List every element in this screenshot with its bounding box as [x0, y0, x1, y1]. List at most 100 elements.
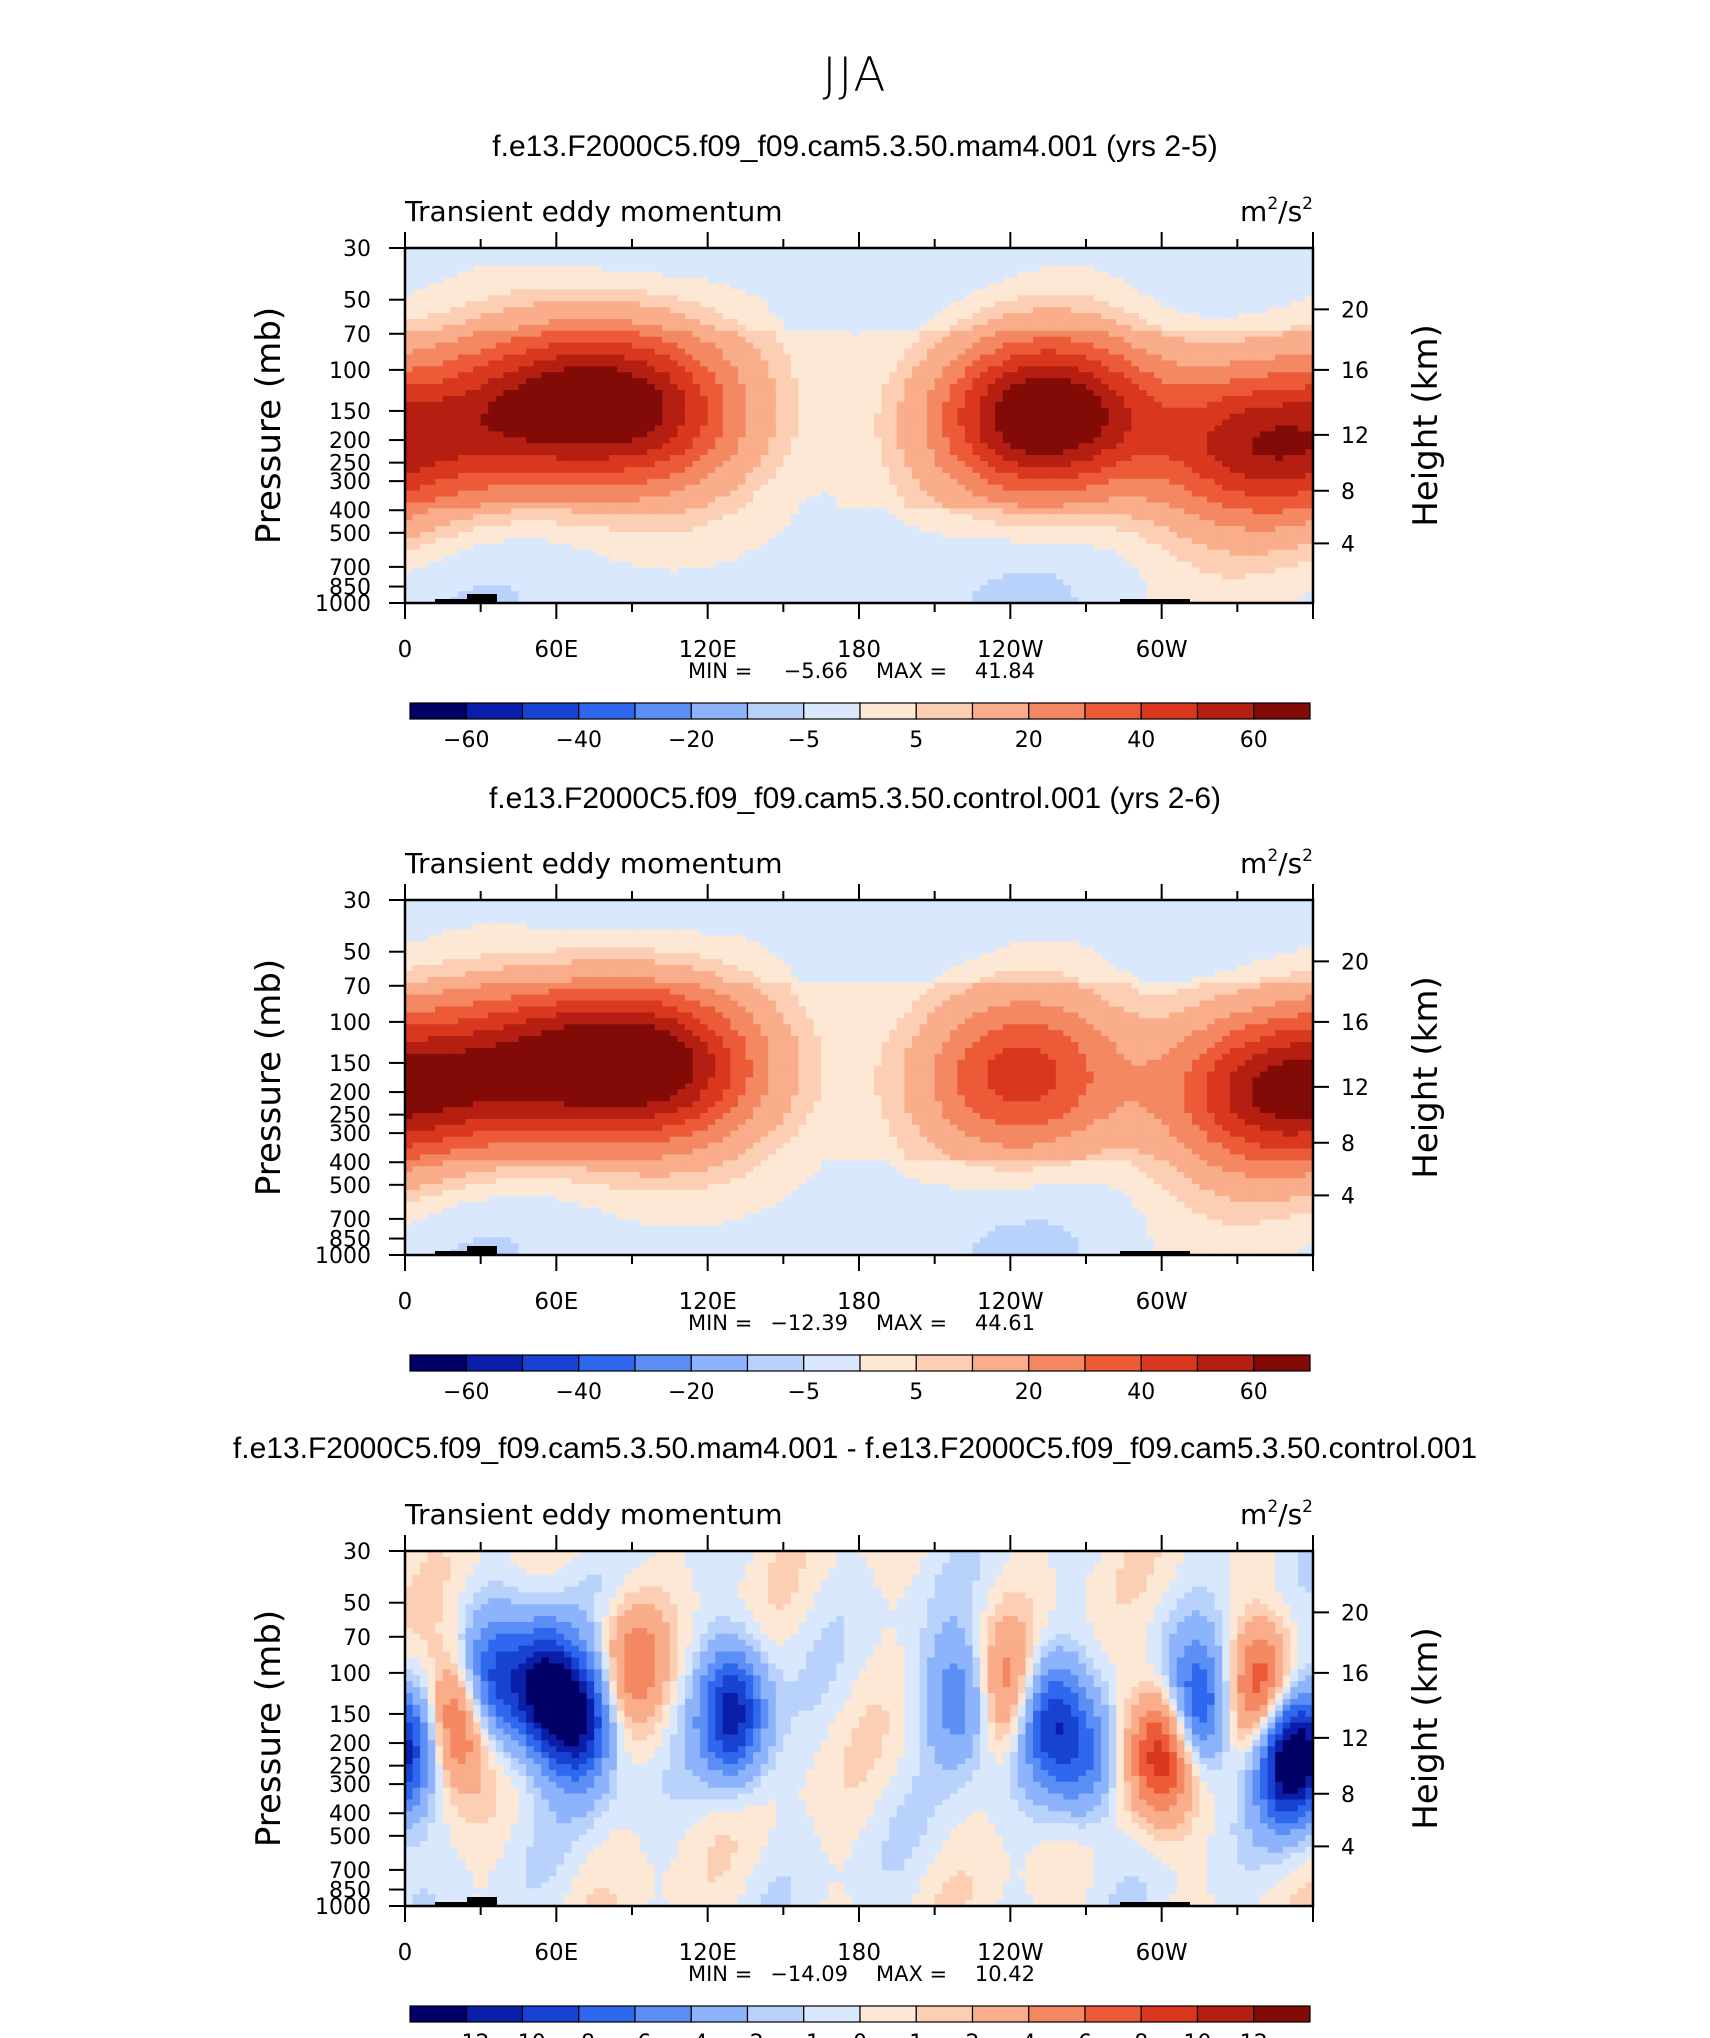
contour-cell	[473, 449, 482, 456]
contour-cell	[457, 372, 467, 379]
contour-cell	[1138, 259, 1148, 267]
contour-cell	[405, 431, 414, 438]
contour-cell	[495, 295, 504, 302]
contour-cell	[457, 455, 467, 462]
contour-cell	[1055, 342, 1064, 350]
contour-cell	[1305, 466, 1314, 474]
contour-cell	[677, 265, 686, 273]
contour-cell	[1063, 295, 1072, 302]
contour-cell	[964, 461, 974, 468]
contour-cell	[518, 360, 527, 367]
contour-cell	[730, 378, 739, 385]
contour-cell	[775, 253, 784, 261]
contour-cell	[1123, 395, 1132, 403]
contour-cell	[1290, 384, 1299, 391]
contour-cell	[753, 425, 762, 433]
contour-cell	[556, 271, 565, 279]
contour-cell	[571, 455, 580, 462]
contour-cell	[1078, 330, 1087, 338]
contour-cell	[616, 265, 626, 273]
contour-cell	[495, 472, 504, 480]
contour-cell	[1199, 301, 1208, 308]
contour-cell	[405, 437, 414, 444]
contour-cell	[1252, 253, 1261, 261]
contour-cell	[866, 354, 875, 362]
contour-cell	[904, 259, 913, 267]
contour-cell	[624, 484, 633, 492]
contour-cell	[624, 401, 633, 409]
contour-cell	[934, 484, 943, 492]
contour-cell	[1199, 484, 1208, 492]
contour-cell	[601, 313, 610, 320]
contour-cell	[563, 478, 573, 486]
contour-cell	[1131, 283, 1140, 291]
contour-cell	[783, 425, 792, 433]
contour-cell	[1025, 378, 1034, 385]
contour-cell	[1010, 342, 1019, 350]
contour-cell	[1176, 472, 1185, 480]
contour-cell	[616, 466, 626, 474]
contour-cell	[859, 431, 868, 438]
contour-cell	[866, 461, 875, 468]
contour-cell	[1191, 390, 1201, 397]
contour-cell	[904, 407, 913, 415]
contour-cell	[503, 336, 512, 344]
contour-cell	[1025, 324, 1034, 332]
contour-cell	[1191, 431, 1201, 438]
contour-cell	[526, 407, 535, 415]
contour-cell	[594, 259, 603, 267]
contour-cell	[783, 336, 792, 344]
contour-cell	[1184, 478, 1193, 486]
contour-cell	[1191, 259, 1201, 267]
contour-cell	[790, 372, 800, 379]
contour-cell	[1275, 478, 1284, 486]
contour-cell	[1063, 354, 1072, 362]
contour-cell	[1010, 443, 1019, 450]
contour-cell	[980, 437, 989, 444]
contour-cell	[1252, 360, 1261, 367]
contour-cell	[412, 301, 421, 308]
contour-cell	[730, 413, 739, 421]
contour-cell	[707, 449, 716, 456]
contour-cell	[639, 401, 648, 409]
contour-cell	[662, 419, 671, 427]
contour-cell	[692, 313, 701, 320]
contour-cell	[1146, 265, 1155, 273]
contour-cell	[639, 259, 648, 267]
contour-cell	[889, 336, 898, 344]
contour-cell	[442, 466, 451, 474]
contour-cell	[904, 248, 913, 255]
contour-cell	[995, 407, 1004, 415]
contour-cell	[503, 395, 512, 403]
contour-cell	[601, 413, 610, 421]
contour-cell	[563, 295, 573, 302]
contour-cell	[1040, 295, 1049, 302]
contour-cell	[669, 330, 678, 338]
contour-cell	[412, 313, 421, 320]
contour-cell	[1184, 466, 1193, 474]
contour-cell	[753, 449, 762, 456]
contour-cell	[1048, 319, 1057, 326]
contour-cell	[1086, 324, 1095, 332]
contour-cell	[594, 372, 603, 379]
contour-cell	[790, 437, 800, 444]
contour-cell	[806, 378, 815, 385]
contour-cell	[495, 271, 504, 279]
contour-cell	[722, 472, 731, 480]
contour-cell	[518, 461, 527, 468]
contour-cell	[745, 253, 754, 261]
contour-cell	[647, 295, 656, 302]
contour-cell	[1297, 289, 1307, 296]
contour-cell	[1040, 443, 1049, 450]
contour-cell	[1207, 342, 1216, 350]
contour-cell	[1176, 324, 1185, 332]
contour-cell	[995, 437, 1004, 444]
contour-cell	[798, 384, 807, 391]
contour-cell	[457, 248, 467, 255]
contour-cell	[745, 395, 754, 403]
contour-cell	[1169, 289, 1178, 296]
contour-cell	[1017, 307, 1027, 314]
contour-cell	[1040, 253, 1049, 261]
contour-cell	[442, 395, 451, 403]
contour-cell	[813, 289, 822, 296]
